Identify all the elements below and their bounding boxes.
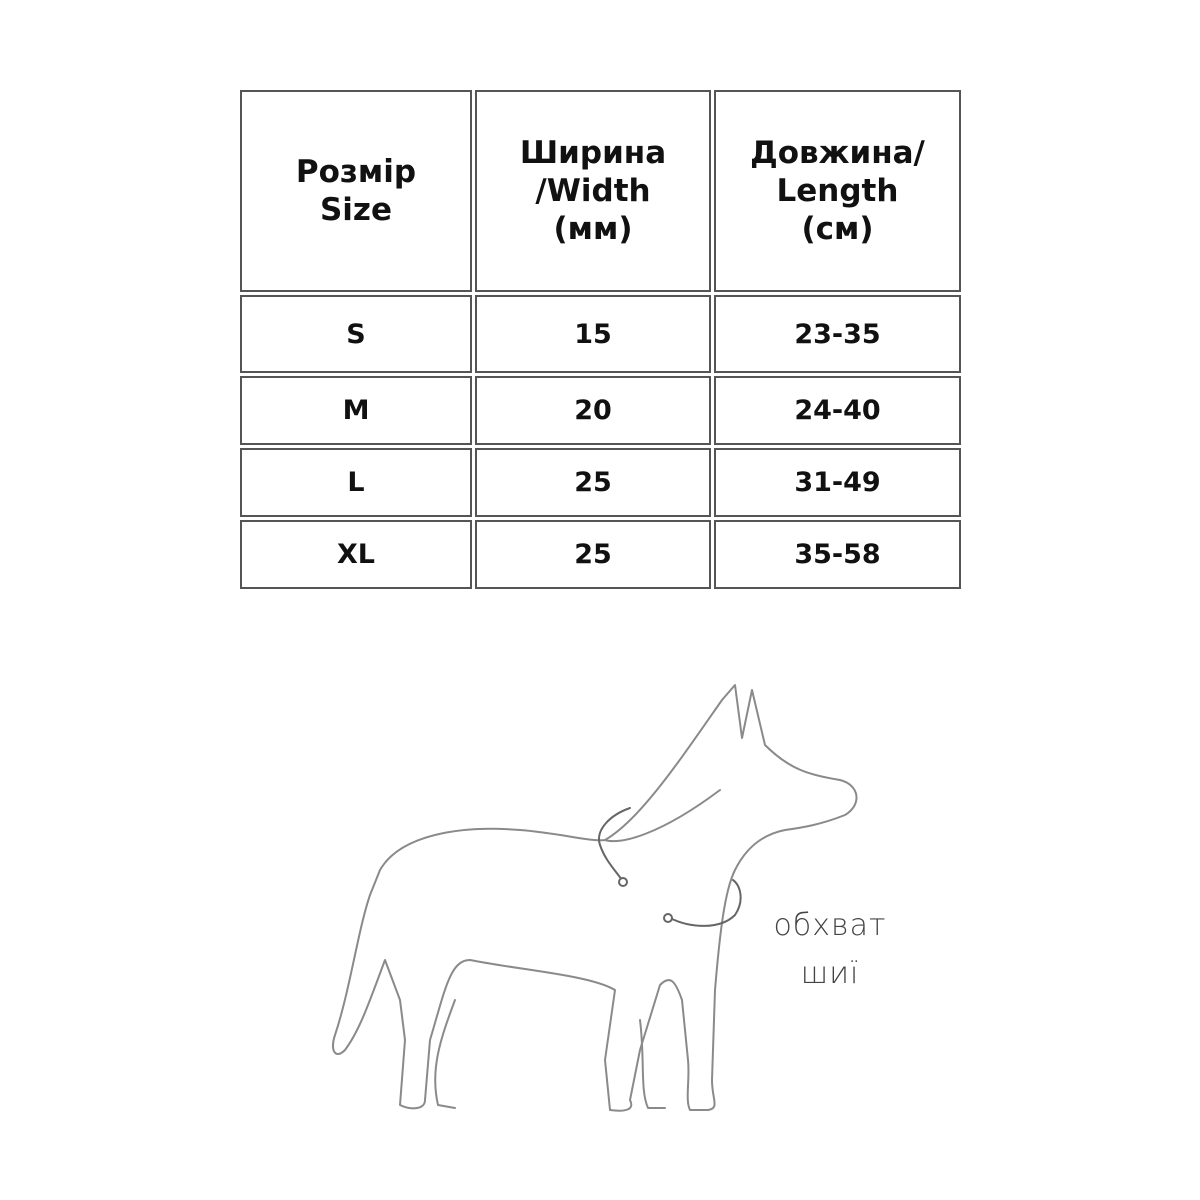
dog-illustration [332, 684, 858, 1112]
cell-width: 20 [475, 376, 711, 445]
collar-line [598, 807, 631, 881]
header-length-unit: (см) [801, 211, 874, 247]
caption-line-2: шиї [800, 956, 860, 991]
caption-line-1: обхват [773, 908, 887, 943]
dog-neck-line [604, 789, 721, 843]
cell-size: L [240, 448, 472, 517]
header-width: Ширина/Width (мм) [475, 90, 711, 292]
header-size: Розмір Size [240, 90, 472, 292]
neck-girth-caption: обхват шиї [760, 902, 900, 998]
header-size-ua: Розмір [295, 154, 417, 190]
dog-front-leg-inner [639, 1019, 666, 1109]
neck-measure-line [669, 879, 742, 927]
header-length: Довжина/Length (см) [714, 90, 961, 292]
cell-width: 25 [475, 448, 711, 517]
cell-length: 31-49 [714, 448, 961, 517]
cell-size: XL [240, 520, 472, 589]
cell-length: 24-40 [714, 376, 961, 445]
cell-width: 25 [475, 520, 711, 589]
header-length-ua: Довжина/ [750, 135, 925, 171]
dog-body-outline [332, 684, 858, 1112]
header-width-unit: (мм) [553, 211, 633, 247]
neck-measure-marker [663, 913, 673, 923]
cell-width: 15 [475, 295, 711, 373]
collar-end-marker [618, 877, 628, 887]
dog-hind-leg-inner [434, 999, 456, 1109]
cell-length: 23-35 [714, 295, 961, 373]
header-width-en: /Width [535, 173, 651, 209]
cell-size: S [240, 295, 472, 373]
cell-length: 35-58 [714, 520, 961, 589]
header-size-en: Size [319, 192, 393, 228]
cell-size: M [240, 376, 472, 445]
header-width-ua: Ширина [519, 135, 667, 171]
header-length-en: Length [776, 173, 899, 209]
